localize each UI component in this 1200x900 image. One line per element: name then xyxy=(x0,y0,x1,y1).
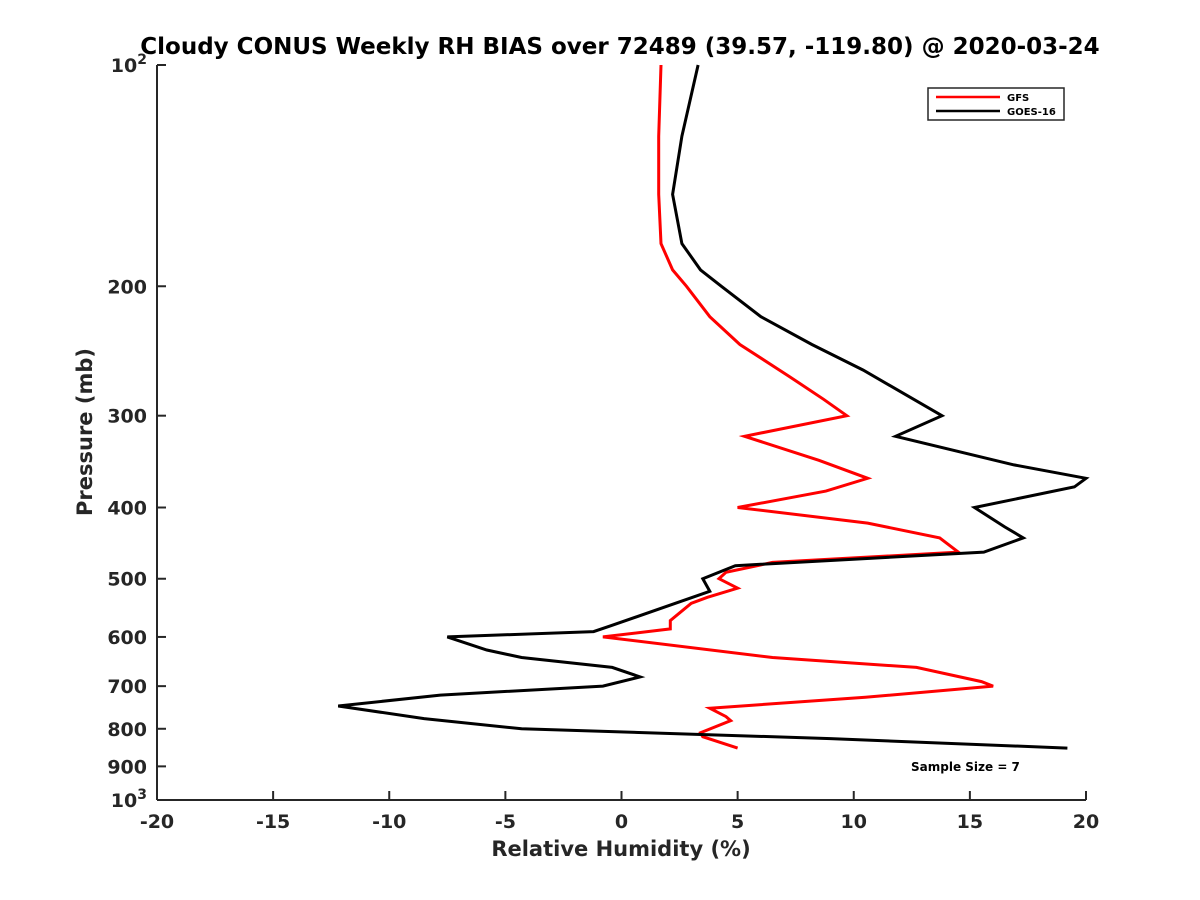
legend-box xyxy=(927,87,1065,121)
y-tick-label: 900 xyxy=(107,756,147,778)
x-tick-label: 5 xyxy=(731,811,744,833)
x-tick-label: -5 xyxy=(495,811,516,833)
x-tick-label: -20 xyxy=(140,811,174,833)
x-tick-label: 20 xyxy=(1073,811,1099,833)
legend: GFS GOES-16 xyxy=(927,87,1065,121)
x-tick-label: 0 xyxy=(615,811,628,833)
x-ticks: -20 -15 -10 -5 0 5 10 15 20 xyxy=(140,791,1099,833)
y-tick-label: 102 xyxy=(111,52,147,77)
y-tick-label: 300 xyxy=(107,406,147,428)
y-axis-label: Pressure (mb) xyxy=(73,348,97,516)
x-tick-label: -15 xyxy=(256,811,290,833)
y-tick-label: 700 xyxy=(107,676,147,698)
x-axis-label: Relative Humidity (%) xyxy=(491,837,750,861)
series-layer xyxy=(337,64,1090,750)
legend-label-gfs: GFS xyxy=(1007,93,1029,104)
series-line-gfs xyxy=(602,64,994,750)
y-tick-label: 103 xyxy=(111,787,147,812)
sample-size-annotation: Sample Size = 7 xyxy=(911,760,1020,774)
chart-title: Cloudy CONUS Weekly RH BIAS over 72489 (… xyxy=(140,34,1099,60)
series-line-goes-16 xyxy=(337,64,1090,750)
x-tick-label: 15 xyxy=(957,811,983,833)
y-ticks: 102 200 300 400 500 600 700 800 900 103 xyxy=(107,52,166,812)
y-tick-label: 200 xyxy=(107,276,147,298)
y-tick-label: 400 xyxy=(107,498,147,520)
legend-label-goes16: GOES-16 xyxy=(1007,107,1056,118)
y-tick-label: 600 xyxy=(107,627,147,649)
x-tick-label: 10 xyxy=(841,811,867,833)
x-tick-label: -10 xyxy=(372,811,406,833)
y-tick-label: 800 xyxy=(107,719,147,741)
y-tick-label: 500 xyxy=(107,569,147,591)
